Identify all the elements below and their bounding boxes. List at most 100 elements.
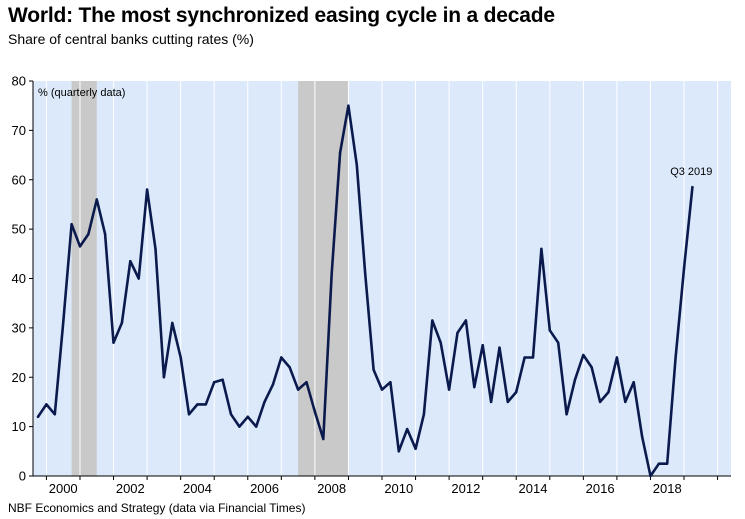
data-point — [624, 400, 627, 404]
data-point — [137, 277, 140, 280]
data-point — [397, 450, 400, 453]
y-tick-label: 60 — [12, 172, 26, 187]
chart-subtitle: Share of central banks cutting rates (%) — [8, 31, 254, 47]
data-point — [263, 400, 266, 404]
data-point — [682, 267, 686, 270]
data-point — [515, 390, 518, 394]
data-point — [439, 341, 442, 344]
x-tick-label: 2006 — [250, 481, 279, 496]
data-point — [615, 356, 619, 359]
data-point — [36, 415, 40, 418]
data-point — [414, 447, 417, 451]
chart-title: World: The most synchronized easing cycl… — [8, 4, 555, 27]
data-point — [103, 232, 107, 236]
data-point — [296, 388, 300, 391]
y-tick-label: 80 — [12, 74, 26, 89]
data-point — [598, 400, 602, 404]
data-point — [447, 388, 451, 391]
data-point — [87, 232, 90, 236]
data-point — [481, 343, 484, 347]
data-point — [456, 331, 459, 335]
data-point — [405, 427, 409, 431]
data-point — [246, 415, 249, 418]
data-point — [271, 383, 275, 386]
data-point — [305, 380, 308, 384]
data-point — [590, 366, 593, 369]
data-point — [62, 321, 65, 325]
latest-point-annotation: Q3 2019 — [670, 166, 712, 178]
data-point — [498, 346, 501, 349]
data-point — [431, 319, 434, 322]
data-point — [45, 403, 48, 406]
data-point — [565, 413, 568, 416]
data-point — [674, 356, 677, 359]
data-point — [473, 385, 476, 389]
data-point — [280, 356, 283, 359]
y-tick-label: 20 — [12, 370, 26, 385]
data-point — [506, 400, 510, 404]
y-tick-label: 50 — [12, 222, 26, 237]
data-point — [523, 356, 526, 359]
recession-shade — [71, 81, 97, 476]
data-point — [187, 413, 191, 416]
data-point — [238, 425, 241, 428]
data-point — [389, 380, 392, 384]
data-point — [649, 474, 652, 478]
data-point — [322, 437, 325, 441]
data-point — [607, 390, 610, 394]
x-tick-label: 2000 — [49, 481, 78, 496]
data-point — [380, 388, 384, 391]
x-tick-label: 2002 — [116, 481, 145, 496]
data-point — [162, 376, 166, 379]
data-point — [355, 163, 359, 167]
data-point — [372, 368, 375, 372]
data-point — [196, 403, 199, 406]
x-tick-label: 2016 — [586, 481, 615, 496]
data-point — [129, 260, 132, 263]
data-point — [229, 413, 233, 416]
data-point — [548, 329, 551, 332]
data-point — [53, 413, 57, 416]
y-tick-label: 10 — [12, 419, 26, 434]
source-note: NBF Economics and Strategy (data via Fin… — [8, 501, 306, 515]
data-point — [489, 400, 493, 404]
y-tick-label: 70 — [12, 123, 26, 138]
x-tick-label: 2014 — [519, 481, 548, 496]
data-point — [338, 151, 342, 154]
x-tick-label: 2018 — [653, 481, 682, 496]
data-point — [313, 410, 317, 414]
data-point — [347, 104, 350, 107]
x-tick-label: 2010 — [384, 481, 413, 496]
y-tick-label: 30 — [12, 320, 26, 335]
y-tick-label: 0 — [19, 469, 26, 484]
x-tick-label: 2008 — [317, 481, 346, 496]
data-point — [145, 188, 149, 191]
data-point — [364, 272, 367, 275]
data-point — [330, 272, 333, 275]
x-tick-label: 2012 — [451, 481, 480, 496]
data-point — [556, 341, 560, 344]
data-point — [632, 380, 635, 384]
data-point — [70, 222, 73, 226]
unit-note: % (quarterly data) — [38, 87, 125, 99]
data-point — [288, 366, 291, 369]
data-point — [120, 321, 124, 325]
data-point — [531, 356, 535, 359]
data-point — [221, 378, 224, 381]
data-point — [540, 247, 543, 251]
data-point — [204, 403, 208, 406]
data-point — [582, 353, 585, 357]
data-point — [422, 413, 426, 416]
data-point — [154, 247, 157, 251]
data-point — [666, 462, 669, 465]
x-tick-label: 2004 — [183, 481, 212, 496]
data-point — [213, 380, 216, 384]
data-point — [464, 319, 468, 322]
data-point — [171, 321, 174, 325]
data-point — [691, 185, 694, 189]
data-point — [657, 462, 661, 465]
y-tick-label: 40 — [12, 271, 26, 286]
data-point — [640, 435, 644, 438]
data-point — [254, 425, 258, 428]
